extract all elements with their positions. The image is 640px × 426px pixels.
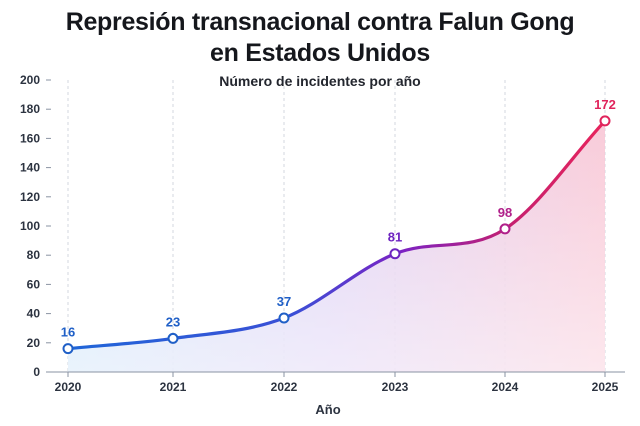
y-tick-label: 140 <box>20 161 40 175</box>
chart-title-line-1: Represión transnacional contra Falun Gon… <box>65 8 575 36</box>
x-tick-label: 2022 <box>271 380 298 394</box>
x-tick-label: 2020 <box>55 380 82 394</box>
data-point <box>389 248 401 260</box>
data-point <box>167 332 179 344</box>
data-point <box>499 223 511 235</box>
y-tick-label: 60 <box>27 277 41 291</box>
y-tick-label: 20 <box>27 336 41 350</box>
data-label: 172 <box>594 97 616 112</box>
y-tick-label: 100 <box>20 219 40 233</box>
y-tick-label: 80 <box>27 248 41 262</box>
y-tick-label: 180 <box>20 102 40 116</box>
data-label: 16 <box>61 325 75 340</box>
chart-subtitle: Número de incidentes por año <box>219 73 421 89</box>
y-tick-label: 200 <box>20 73 40 87</box>
data-label: 98 <box>498 205 512 220</box>
data-point <box>62 343 74 355</box>
data-label: 81 <box>388 230 402 245</box>
y-tick-label: 0 <box>33 365 40 379</box>
data-label: 37 <box>277 294 291 309</box>
data-label: 23 <box>166 314 180 329</box>
x-tick-label: 2021 <box>160 380 187 394</box>
data-point <box>278 312 290 324</box>
y-tick-label: 40 <box>27 307 41 321</box>
y-tick-label: 120 <box>20 190 40 204</box>
x-axis-title: Año <box>315 402 340 417</box>
area-fade <box>68 120 605 372</box>
x-tick-label: 2023 <box>382 380 409 394</box>
chart-title-line-2: en Estados Unidos <box>210 39 430 67</box>
y-tick-label: 160 <box>20 131 40 145</box>
x-tick-label: 2025 <box>592 380 619 394</box>
x-tick-label: 2024 <box>492 380 519 394</box>
data-point <box>599 115 611 127</box>
